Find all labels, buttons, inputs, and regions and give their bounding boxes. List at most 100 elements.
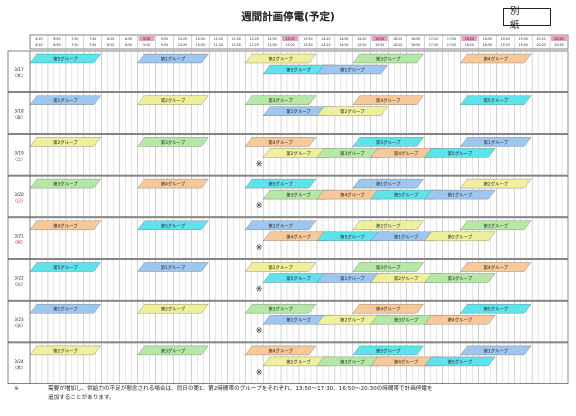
outage-group-label: 第4グループ <box>484 264 509 271</box>
outage-bar <box>137 262 209 272</box>
time-label: 14:20 <box>321 43 330 47</box>
outage-bar <box>352 304 424 314</box>
outage-bar <box>460 220 532 230</box>
additional-outage-bar <box>424 231 496 241</box>
day-date: 3/22 <box>14 275 24 280</box>
outage-group-label: 第5グループ <box>376 139 401 146</box>
outage-group-label: 第5グループ <box>448 150 473 157</box>
outage-group-label: 第4グループ <box>394 150 419 157</box>
time-label: 20:50 <box>554 37 563 41</box>
time-label: 12:20 <box>250 37 259 41</box>
outage-group-label: 第4グループ <box>484 56 509 63</box>
outage-group-label: 第3グループ <box>376 56 401 63</box>
additional-outage-bar <box>424 273 496 283</box>
time-highlight <box>138 36 155 41</box>
day-date: 3/20 <box>14 192 24 197</box>
time-label: 11:50 <box>232 37 241 41</box>
time-label: 6:50 <box>53 37 60 41</box>
time-label: 15:50 <box>375 37 384 41</box>
additional-mark: ※ <box>256 159 263 168</box>
outage-group-label: 第2グループ <box>340 317 365 324</box>
time-label: 13:20 <box>285 37 294 41</box>
outage-group-label: 第2グループ <box>286 150 311 157</box>
time-label: 18:50 <box>483 43 492 47</box>
time-label: 15:20 <box>357 43 366 47</box>
day-of-week: (火) <box>15 281 23 286</box>
outage-group-label: 第2グループ <box>268 264 293 271</box>
day-date: 3/18 <box>14 109 24 114</box>
page-title: 週間計画停電(予定) <box>241 11 335 23</box>
time-label: 14:50 <box>339 37 348 41</box>
additional-outage-bar <box>424 356 496 367</box>
outage-group-label: 第1グループ <box>376 181 401 188</box>
outage-bar <box>352 178 424 189</box>
outage-bar <box>29 95 102 105</box>
outage-group-label: 第3グループ <box>286 192 311 199</box>
outage-bar <box>244 53 317 64</box>
outage-group-label: 第1グループ <box>161 264 186 271</box>
outage-bar <box>244 95 317 105</box>
time-label: 13:20 <box>285 43 294 47</box>
outage-bar <box>352 53 424 64</box>
outage-group-label: 第3グループ <box>448 275 473 282</box>
time-label: 7:50 <box>89 37 96 41</box>
outage-group-label: 第2グループ <box>53 347 78 354</box>
outage-bar <box>29 262 102 272</box>
schedule-chart: 6:20 6:20 6:50 6:50 7:20 7:20 7:50 7:50 8:20 8:20… <box>7 34 569 384</box>
outage-bar <box>460 345 532 356</box>
time-label: 17:20 <box>429 43 438 47</box>
time-label: 6:20 <box>35 43 42 47</box>
outage-group-label: 第3グループ <box>268 306 293 313</box>
outage-bar <box>137 53 209 64</box>
time-label: 11:20 <box>214 43 223 47</box>
outage-group-label: 第3グループ <box>161 347 186 354</box>
outage-bar <box>244 304 317 314</box>
day-of-week: (金) <box>15 114 23 120</box>
additional-mark: ※ <box>256 243 263 252</box>
outage-bar <box>29 178 102 189</box>
outage-group-label: 第3グループ <box>484 222 509 229</box>
outage-group-label: 第3グループ <box>394 317 419 324</box>
outage-bar <box>29 53 102 64</box>
outage-group-label: 第1グループ <box>268 222 293 229</box>
outage-bar <box>244 345 317 356</box>
time-label: 15:20 <box>357 37 366 41</box>
time-label: 20:20 <box>537 37 546 41</box>
time-label: 16:50 <box>411 43 420 47</box>
day-date: 3/24 <box>14 359 24 364</box>
outage-group-label: 第5グループ <box>484 306 509 313</box>
time-label: 10:50 <box>196 43 205 47</box>
outage-bar <box>137 95 209 105</box>
outage-bar <box>460 262 532 272</box>
time-label: 14:20 <box>321 37 330 41</box>
outage-bar <box>29 304 102 314</box>
additional-outage-bar <box>424 189 496 200</box>
time-label: 8:20 <box>107 37 114 41</box>
time-label: 20:20 <box>537 43 546 47</box>
day-of-week: (祝) <box>15 239 23 246</box>
outage-group-label: 第5グループ <box>394 192 419 199</box>
outage-group-label: 第1グループ <box>484 347 509 354</box>
outage-group-label: 第5グループ <box>286 67 311 74</box>
time-label: 9:50 <box>161 37 168 41</box>
time-label: 17:50 <box>447 43 456 47</box>
outage-bar <box>460 137 532 147</box>
time-label: 9:50 <box>161 43 168 47</box>
time-label: 7:50 <box>89 43 96 47</box>
time-label: 10:20 <box>178 43 187 47</box>
additional-mark: ※ <box>256 368 263 377</box>
outage-group-label: 第5グループ <box>340 233 365 240</box>
time-label: 11:20 <box>214 37 223 41</box>
outage-group-label: 第5グループ <box>53 264 78 271</box>
time-label: 8:20 <box>107 43 114 47</box>
outage-bar <box>352 95 424 105</box>
outage-group-label: 第4グループ <box>448 317 473 324</box>
outage-group-label: 第2グループ <box>484 181 509 188</box>
outage-bar <box>352 137 424 147</box>
time-label: 17:50 <box>447 37 456 41</box>
outage-group-label: 第2グループ <box>376 222 401 229</box>
time-label: 8:50 <box>125 43 132 47</box>
time-label: 16:20 <box>393 37 402 41</box>
outage-group-label: 第2グループ <box>161 97 186 104</box>
outage-group-label: 第5グループ <box>484 97 509 104</box>
